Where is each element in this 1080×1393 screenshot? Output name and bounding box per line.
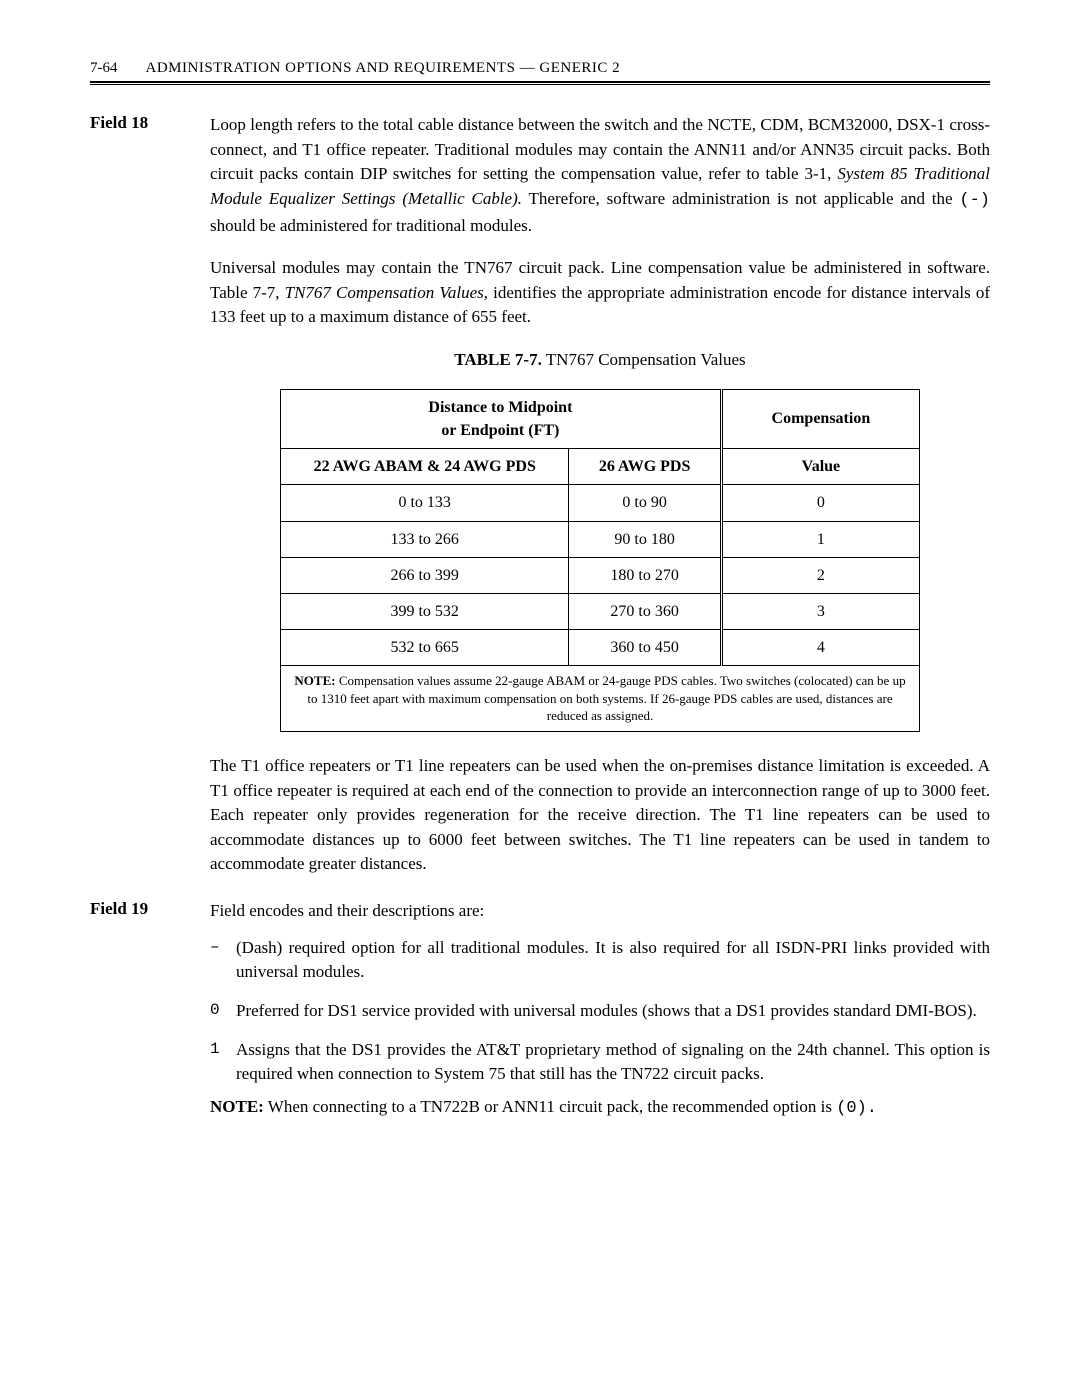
table-header-distance: Distance to Midpoint or Endpoint (FT) — [281, 389, 722, 448]
header-rule-thick — [90, 81, 990, 83]
table-cell: 2 — [721, 557, 919, 593]
field-18-body: Loop length refers to the total cable di… — [210, 113, 990, 895]
page-header: 7-64 ADMINISTRATION OPTIONS AND REQUIREM… — [90, 60, 990, 77]
field-19-label: Field 19 — [90, 899, 210, 1139]
table-cell: 180 to 270 — [569, 557, 721, 593]
table-header-compensation: Compensation — [721, 389, 919, 448]
field-19-intro: Field encodes and their descriptions are… — [210, 899, 990, 924]
page-number: 7-64 — [90, 60, 118, 77]
table-caption: TABLE 7-7. TN767 Compensation Values — [210, 348, 990, 373]
text-mono: (-) — [959, 191, 990, 210]
table-row: 133 to 266 90 to 180 1 — [281, 521, 920, 557]
table-cell: 532 to 665 — [281, 630, 569, 666]
note-text: Compensation values assume 22-gauge ABAM… — [307, 673, 905, 723]
table-cell: 0 — [721, 485, 919, 521]
table-cell: 266 to 399 — [281, 557, 569, 593]
note-label: NOTE: — [294, 673, 335, 688]
option-1: 1 Assigns that the DS1 provides the AT&T… — [210, 1038, 990, 1087]
table-cell: 1 — [721, 521, 919, 557]
option-0: 0 Preferred for DS1 service provided wit… — [210, 999, 990, 1024]
field-18-para-2: Universal modules may contain the TN767 … — [210, 256, 990, 330]
field-18-para-3: The T1 office repeaters or T1 line repea… — [210, 754, 990, 877]
text: Therefore, software administration is no… — [522, 189, 959, 208]
option-text: (Dash) required option for all tradition… — [236, 936, 990, 985]
table-cell: 0 to 133 — [281, 485, 569, 521]
note-mono: (0). — [836, 1099, 877, 1118]
option-marker: 1 — [210, 1038, 236, 1087]
option-text: Preferred for DS1 service provided with … — [236, 999, 990, 1024]
option-marker: – — [210, 936, 236, 985]
option-marker: 0 — [210, 999, 236, 1024]
compensation-table: Distance to Midpoint or Endpoint (FT) Co… — [280, 389, 920, 732]
table-cell: 133 to 266 — [281, 521, 569, 557]
table-row: 399 to 532 270 to 360 3 — [281, 593, 920, 629]
table-cell: 399 to 532 — [281, 593, 569, 629]
table-cell: 270 to 360 — [569, 593, 721, 629]
table-caption-label: TABLE 7-7. — [454, 350, 542, 369]
note-label: NOTE: — [210, 1097, 264, 1116]
table-cell: 0 to 90 — [569, 485, 721, 521]
text: should be administered for traditional m… — [210, 216, 532, 235]
field-19-body: Field encodes and their descriptions are… — [210, 899, 990, 1139]
text: or Endpoint (FT) — [291, 419, 710, 442]
table-row: 532 to 665 360 to 450 4 — [281, 630, 920, 666]
text: Distance to Midpoint — [291, 396, 710, 419]
note-text: When connecting to a TN722B or ANN11 cir… — [264, 1097, 836, 1116]
table-row: 0 to 133 0 to 90 0 — [281, 485, 920, 521]
text-italic: TN767 Compensation Values, — [285, 283, 488, 302]
table-col-1: 22 AWG ABAM & 24 AWG PDS — [281, 449, 569, 485]
field-18-label: Field 18 — [90, 113, 210, 895]
option-dash: – (Dash) required option for all traditi… — [210, 936, 990, 985]
option-text: Assigns that the DS1 provides the AT&T p… — [236, 1038, 990, 1087]
table-cell: 4 — [721, 630, 919, 666]
field-19-note: NOTE: When connecting to a TN722B or ANN… — [210, 1095, 990, 1122]
chapter-title: ADMINISTRATION OPTIONS AND REQUIREMENTS … — [146, 60, 621, 77]
table-col-2: 26 AWG PDS — [569, 449, 721, 485]
table-row: 266 to 399 180 to 270 2 — [281, 557, 920, 593]
table-cell: 3 — [721, 593, 919, 629]
header-rule-thin — [90, 84, 990, 85]
table-note: NOTE: Compensation values assume 22-gaug… — [281, 666, 920, 732]
table-col-3: Value — [721, 449, 919, 485]
table-cell: 360 to 450 — [569, 630, 721, 666]
field-18-para-1: Loop length refers to the total cable di… — [210, 113, 990, 238]
table-cell: 90 to 180 — [569, 521, 721, 557]
table-caption-text: TN767 Compensation Values — [542, 350, 746, 369]
